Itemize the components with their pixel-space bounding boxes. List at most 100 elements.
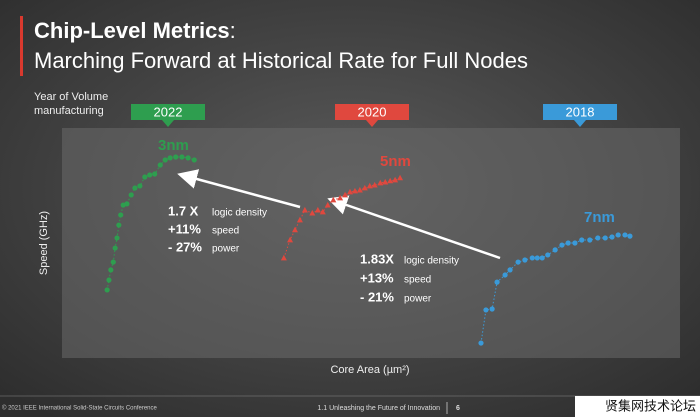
point [387,177,394,184]
arrow [177,169,301,209]
point [191,157,197,163]
point [132,185,138,191]
power-text: power [404,294,432,305]
point [565,240,571,246]
year-axis-label: Year of Volume manufacturing [34,91,109,117]
speed: +13% [360,270,394,285]
speed-text: speed [212,226,239,237]
series-label: 5nm [380,153,411,170]
year-flag [335,104,409,127]
point [319,208,326,215]
point [351,187,358,194]
point [346,188,353,195]
point [534,255,540,261]
point [515,259,521,265]
year-flag [131,104,205,127]
power: - 21% [360,289,394,304]
point [529,255,535,261]
point [392,176,399,183]
point [587,237,593,243]
point [572,240,578,246]
point [296,216,303,223]
point [152,171,158,177]
point [147,172,153,178]
point [104,287,110,293]
point [337,194,344,201]
point [137,183,143,189]
factor-text: logic density [212,208,267,219]
title: Chip-Level Metrics [34,18,230,43]
point [324,201,331,208]
point [108,267,114,273]
year-label: 2020 [358,104,387,119]
point [106,277,112,283]
watermark: 贤集网技术论坛 [605,399,696,415]
point [489,306,495,312]
factor-text: logic density [404,256,459,267]
factor: 1.7 X [168,203,199,218]
title-line: Chip-Level Metrics: [34,18,236,43]
point [539,255,545,261]
year-label: 2018 [566,104,595,119]
annotation: 1.83X logic density +13% speed - 21% pow… [360,251,459,304]
point [167,155,173,161]
point [309,209,316,216]
y-axis-label: Speed (GHz) [38,211,50,275]
point [478,340,484,346]
point [371,181,378,188]
point [397,174,404,181]
point [382,178,389,185]
point [494,279,500,285]
page-number: 6 [456,405,460,412]
point [110,259,116,265]
point [622,232,628,238]
point [627,233,633,239]
point [173,154,179,160]
point [185,155,191,161]
point [595,235,601,241]
point [483,307,489,313]
point [522,257,528,263]
series-label: 7nm [584,209,615,226]
point [280,254,287,261]
point [179,154,185,160]
point [314,206,321,213]
point [142,174,148,180]
point [112,245,118,251]
point [301,206,308,213]
point [552,247,558,253]
title-suffix: : [230,18,236,43]
speed-text: speed [404,275,431,286]
speed: +11% [168,221,201,236]
subtitle: Marching Forward at Historical Rate for … [34,48,528,73]
point [118,212,124,218]
point [609,234,615,240]
point [116,222,122,228]
power: - 27% [168,239,202,254]
point [330,196,337,203]
footer-center: 1.1 Unleashing the Future of Innovation [317,405,440,412]
arrow [327,195,501,260]
point [602,235,608,241]
point [545,252,551,258]
point [579,237,585,243]
point [366,182,373,189]
trend-line [283,177,401,259]
accent-bar [20,16,23,76]
watermark-bg [575,396,700,417]
point [615,232,621,238]
point [502,272,508,278]
year-flag [543,104,617,127]
point [128,192,134,198]
series-label: 3nm [158,137,189,154]
footer-left: © 2021 IEEE International Solid-State Ci… [2,405,158,412]
point [162,157,168,163]
point [124,201,130,207]
point [114,235,120,241]
point [507,267,513,273]
factor: 1.83X [360,251,394,266]
power-text: power [212,244,240,255]
point [559,242,565,248]
point [356,186,363,193]
